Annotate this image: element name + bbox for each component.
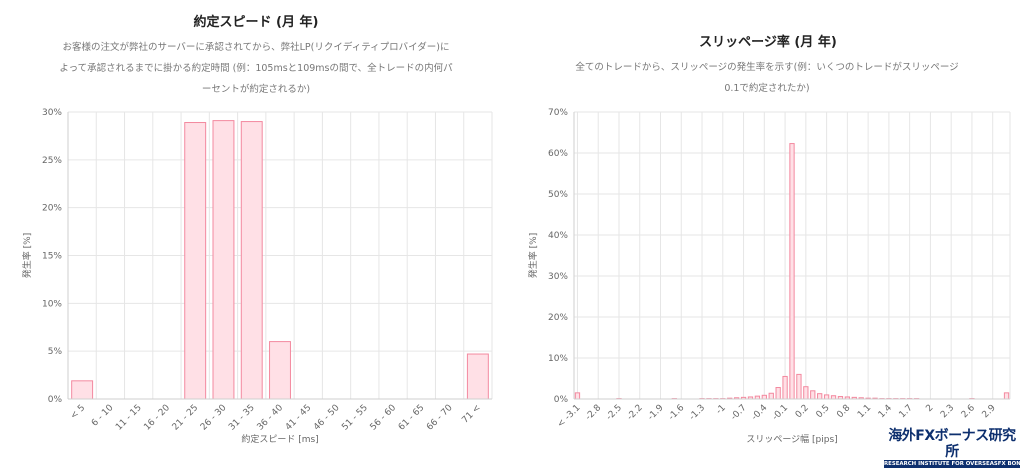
speed-bar bbox=[270, 342, 291, 399]
slip-x-tick-label: 0.2 bbox=[794, 403, 811, 420]
slip-y-tick-label: 0% bbox=[554, 395, 569, 405]
slip-bar bbox=[811, 391, 815, 399]
slip-y-tick-label: 30% bbox=[548, 272, 568, 282]
speed-y-tick-label: 30% bbox=[42, 108, 62, 118]
speed-chart-svg: 約定スピード [ms] 発生率 [%] 0% 5% 10% 15% 20% 25% 30% <… bbox=[0, 0, 512, 463]
speed-chart-panel: 約定スピード (月 年) お客様の注文が弊社のサーバーに承認されてから、弊社LP… bbox=[0, 0, 512, 463]
slip-x-tick-label: -2.2 bbox=[625, 403, 644, 422]
speed-y-axis-label: 発生率 [%] bbox=[21, 233, 33, 278]
slip-bar bbox=[1004, 393, 1008, 399]
slip-x-tick-label: -0.1 bbox=[771, 403, 790, 422]
slip-x-tick-label: -0.4 bbox=[750, 403, 770, 423]
slip-y-tick-label: 50% bbox=[548, 190, 568, 200]
speed-bar bbox=[185, 123, 206, 399]
speed-bar bbox=[72, 381, 93, 399]
speed-x-axis-label: 約定スピード [ms] bbox=[241, 433, 318, 445]
slip-y-tick-label: 40% bbox=[548, 231, 568, 241]
slip-y-tick-label: 70% bbox=[548, 108, 568, 118]
slip-x-tick-label: 0.8 bbox=[835, 403, 852, 420]
slip-x-tick-label: 2 bbox=[924, 403, 935, 414]
slip-bar bbox=[824, 395, 828, 399]
speed-x-tick-label: 46 - 50 bbox=[312, 403, 342, 433]
slip-x-tick-label: -0.7 bbox=[729, 403, 748, 422]
brand-logo-main: 海外FXボーナス研究所 bbox=[884, 428, 1020, 460]
slip-x-tick-label: 0.5 bbox=[815, 403, 832, 420]
slip-x-tick-label: -1 bbox=[714, 403, 727, 416]
slippage-chart-panel: スリッページ率 (月 年) 全てのトレードから、スリッページの発生率を示す(例：… bbox=[512, 0, 1024, 463]
slip-bar bbox=[804, 387, 808, 399]
slip-y-tick-label: 20% bbox=[548, 313, 568, 323]
slip-x-tick-label: -2.8 bbox=[584, 403, 604, 423]
speed-x-tick-label: 31 - 35 bbox=[227, 403, 257, 433]
slip-x-tick-label: -1.3 bbox=[688, 403, 707, 422]
slip-bar bbox=[790, 144, 794, 399]
speed-x-tick-label: 61 - 65 bbox=[397, 403, 427, 433]
speed-x-tick-label: < 5 bbox=[69, 403, 87, 421]
slip-bar bbox=[797, 374, 801, 399]
slip-bar bbox=[769, 393, 773, 399]
speed-x-tick-label: 21 - 25 bbox=[171, 403, 201, 433]
speed-y-tick-label: 20% bbox=[42, 204, 62, 214]
slip-x-tick-label: 1.1 bbox=[856, 403, 873, 420]
slippage-x-axis-label: スリッページ幅 [pips] bbox=[746, 433, 837, 445]
slip-x-tick-label: < -3.1 bbox=[556, 403, 583, 430]
speed-x-tick-label: 6 - 10 bbox=[90, 403, 116, 429]
speed-x-tick-label: 36 - 40 bbox=[256, 403, 286, 433]
slip-bar bbox=[575, 393, 579, 399]
slippage-chart-svg: スリッページ幅 [pips] 発生率 [%] 0% 10% 20% 30% 40% 50%… bbox=[512, 0, 1024, 463]
speed-x-tick-label: 71 < bbox=[460, 403, 483, 426]
slip-x-tick-label: 2.6 bbox=[960, 403, 977, 420]
speed-x-tick-label: 41 - 45 bbox=[284, 403, 314, 433]
speed-bar bbox=[213, 121, 234, 399]
slip-bar bbox=[783, 376, 787, 399]
brand-logo-sub: RESEARCH INSTITUTE FOR OVERSEASFX BONUS bbox=[884, 460, 1020, 468]
slip-x-tick-label: 1.7 bbox=[898, 403, 915, 420]
speed-y-tick-label: 25% bbox=[42, 156, 62, 166]
slip-x-tick-label: 2.3 bbox=[939, 403, 956, 420]
speed-x-tick-label: 51 - 55 bbox=[340, 403, 370, 433]
speed-x-tick-label: 66 - 70 bbox=[425, 403, 455, 433]
slip-x-tick-label: -1.9 bbox=[646, 403, 666, 423]
speed-y-tick-label: 0% bbox=[48, 395, 63, 405]
brand-logo: 海外FXボーナス研究所 RESEARCH INSTITUTE FOR OVERS… bbox=[884, 428, 1020, 468]
slip-x-tick-label: 2.9 bbox=[981, 403, 998, 420]
slip-x-tick-label: -2.5 bbox=[605, 403, 624, 422]
slip-bar bbox=[776, 388, 780, 399]
speed-bar bbox=[241, 122, 262, 399]
slip-bar bbox=[818, 394, 822, 399]
speed-y-tick-label: 15% bbox=[42, 252, 62, 262]
slip-plot: 0% 10% 20% 30% 40% 50% 60% 70% < -3.1-2.8-2.5-2.… bbox=[548, 108, 1010, 430]
slippage-y-axis-label: 発生率 [%] bbox=[527, 233, 539, 278]
speed-x-tick-label: 11 - 15 bbox=[114, 403, 144, 433]
slip-y-tick-label: 60% bbox=[548, 149, 568, 159]
speed-x-tick-label: 16 - 20 bbox=[142, 403, 172, 433]
speed-y-tick-label: 5% bbox=[48, 347, 63, 357]
slip-x-tick-label: 1.4 bbox=[877, 403, 894, 420]
slip-x-tick-label: -1.6 bbox=[667, 403, 687, 423]
speed-x-tick-label: 26 - 30 bbox=[199, 403, 229, 433]
slip-bar bbox=[762, 395, 766, 399]
speed-bar bbox=[467, 354, 488, 399]
speed-y-tick-label: 10% bbox=[42, 299, 62, 309]
slip-y-tick-label: 10% bbox=[548, 354, 568, 364]
speed-x-tick-label: 56 - 60 bbox=[369, 403, 399, 433]
